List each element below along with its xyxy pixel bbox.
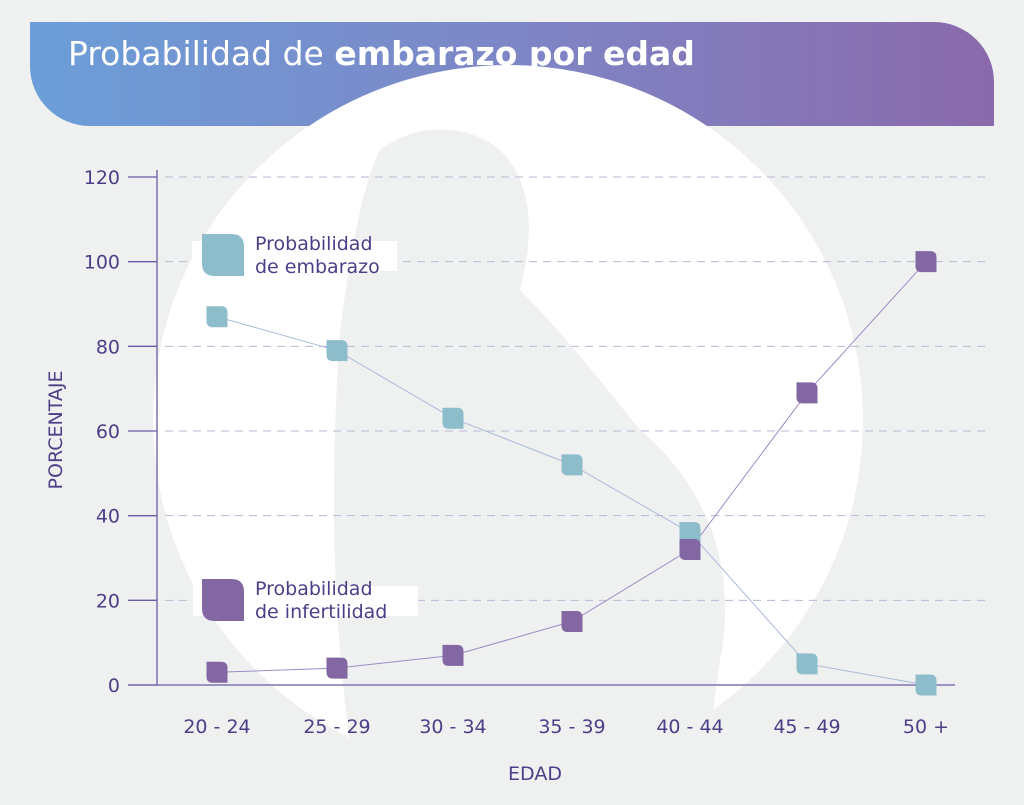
y-axis-label: PORCENTAJE: [45, 371, 67, 490]
data-point: [796, 382, 818, 404]
y-tick-label: 0: [108, 675, 120, 697]
data-point: [442, 644, 464, 666]
chart-title: Probabilidad de embarazo por edad: [68, 34, 695, 73]
x-tick-label: 40 - 44: [656, 716, 723, 738]
data-point: [679, 522, 701, 544]
data-point: [206, 661, 228, 683]
legend-label: Probabilidad: [255, 578, 373, 600]
data-point: [915, 674, 937, 696]
data-point: [206, 306, 228, 328]
background-silhouette: [153, 65, 863, 805]
data-point: [442, 407, 464, 429]
y-tick-label: 80: [96, 336, 120, 358]
y-tick-label: 20: [96, 590, 120, 612]
legend-swatch: [202, 579, 244, 621]
x-tick-label: 25 - 29: [303, 716, 370, 738]
data-point: [915, 251, 937, 273]
legend-label: Probabilidad: [255, 233, 373, 255]
title-regular: Probabilidad de: [68, 34, 335, 73]
data-point: [796, 653, 818, 675]
x-axis-label: EDAD: [508, 763, 562, 785]
y-tick-label: 60: [96, 421, 120, 443]
data-point: [326, 340, 348, 362]
y-tick-label: 120: [84, 167, 120, 189]
data-point: [326, 657, 348, 679]
legend-label: de embarazo: [255, 256, 380, 278]
x-tick-label: 35 - 39: [538, 716, 605, 738]
x-tick-label: 20 - 24: [183, 716, 250, 738]
data-point: [561, 611, 583, 632]
x-tick-label: 50 +: [903, 716, 949, 738]
x-tick-label: 45 - 49: [773, 716, 840, 738]
legend-swatch: [202, 234, 244, 276]
y-tick-label: 40: [96, 506, 120, 528]
x-tick-label: 30 - 34: [419, 716, 486, 738]
data-point: [679, 539, 701, 561]
y-tick-label: 100: [84, 252, 120, 274]
legend-label: de infertilidad: [255, 601, 387, 623]
data-point: [561, 454, 583, 476]
